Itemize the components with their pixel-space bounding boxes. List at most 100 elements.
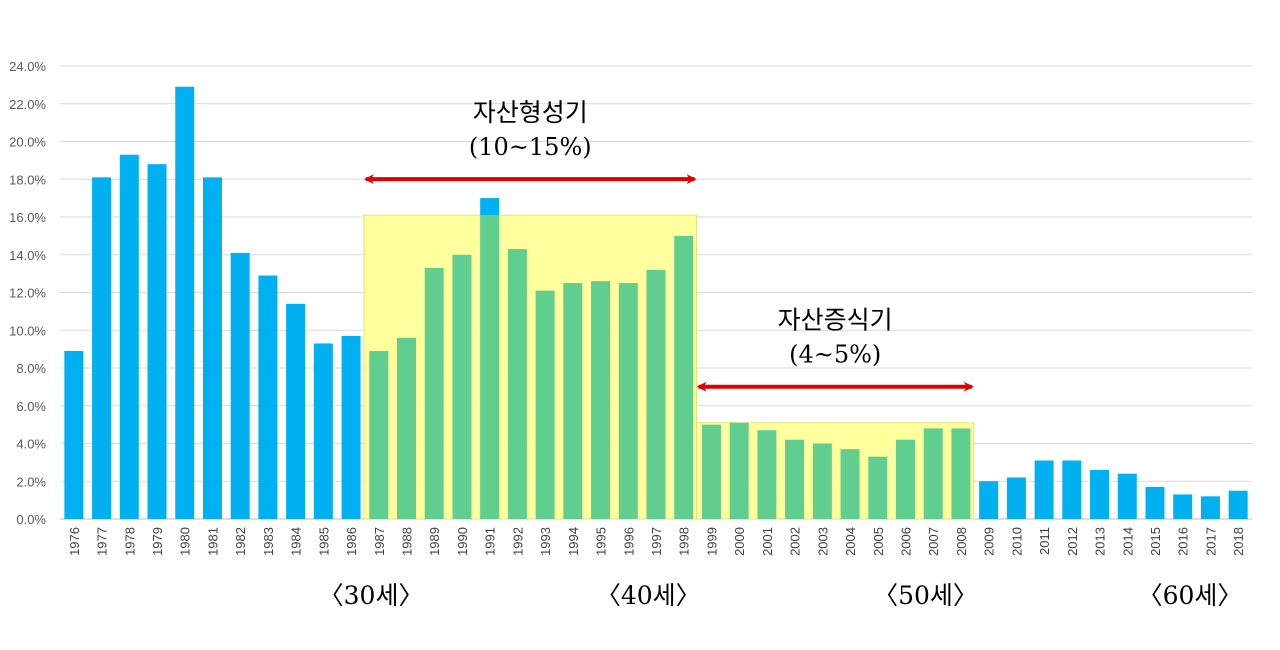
y-tick-label: 24.0% (9, 59, 46, 74)
x-tick-label: 1999 (704, 527, 719, 556)
bar-2010 (1006, 477, 1026, 519)
x-tick-label: 1985 (316, 527, 331, 556)
x-tick-label: 2003 (815, 527, 830, 556)
x-tick-label: 1981 (205, 527, 220, 556)
annotations: 자산형성기 (10~15%) 자산증식기 (4~5%) (363, 98, 974, 392)
x-tick-label: 1995 (594, 527, 609, 556)
x-tick-label: 2014 (1120, 527, 1135, 556)
age-marker: 〈40세〉 (596, 581, 701, 610)
x-tick-label: 1986 (344, 527, 359, 556)
age-marker: 〈30세〉 (319, 581, 424, 610)
y-tick-label: 10.0% (9, 323, 46, 338)
x-tick-label: 2011 (1037, 527, 1052, 555)
bar-2009 (979, 481, 999, 519)
age-marker: 〈60세〉 (1138, 581, 1243, 610)
bar-1991-top (480, 198, 500, 216)
x-tick-label: 1989 (427, 527, 442, 556)
bar-2011 (1034, 460, 1054, 519)
bar-2006 (895, 439, 915, 519)
bar-1989 (424, 267, 444, 519)
x-tick-label: 1990 (455, 527, 470, 556)
x-tick-label: 2008 (954, 527, 969, 556)
x-tick-label: 2001 (760, 527, 775, 556)
y-tick-label: 8.0% (16, 361, 46, 376)
x-tick-label: 2002 (788, 527, 803, 556)
x-axis: 1976 1977 1978 1979 1980 1981 1982 1983 1984 1985… (67, 527, 1246, 556)
bar-1998 (674, 235, 694, 519)
bars (64, 86, 1248, 520)
bar-1987 (369, 351, 389, 519)
bar-2014 (1117, 473, 1137, 519)
x-tick-label: 1998 (677, 527, 692, 556)
bar-1997 (646, 269, 666, 519)
x-tick-label: 2009 (982, 527, 997, 556)
x-tick-label: 1976 (67, 527, 82, 556)
y-tick-label: 16.0% (9, 210, 46, 225)
bar-1996 (618, 283, 638, 519)
bar-1999 (701, 424, 721, 519)
bar-1994 (563, 283, 583, 519)
asset-growth-range: (4~5%) (789, 341, 881, 369)
y-tick-label: 18.0% (9, 172, 46, 187)
y-tick-label: 20.0% (9, 135, 46, 150)
bar-1984 (286, 303, 306, 519)
x-tick-label: 1978 (122, 527, 137, 556)
bar-2000 (729, 422, 749, 519)
x-tick-label: 1983 (261, 527, 276, 556)
bar-1977 (92, 177, 112, 520)
x-tick-label: 2016 (1176, 527, 1191, 556)
x-tick-label: 1984 (289, 527, 304, 556)
bar-1978 (119, 154, 139, 519)
bar-2016 (1173, 494, 1193, 519)
x-tick-label: 2000 (732, 527, 747, 556)
x-tick-label: 2018 (1231, 527, 1246, 556)
y-tick-label: 14.0% (9, 248, 46, 263)
bar-1976 (64, 351, 84, 519)
bar-2005 (868, 456, 888, 519)
bar-1992 (507, 249, 527, 519)
x-tick-label: 2013 (1093, 527, 1108, 556)
x-tick-label: 1996 (621, 527, 636, 556)
y-axis: 0.0% 2.0% 4.0% 6.0% 8.0% 10.0% 12.0% 14.0% 16.0%… (9, 59, 46, 527)
bar-1990 (452, 254, 472, 519)
bar-1985 (313, 343, 333, 519)
bar-1991 (480, 215, 500, 520)
bar-1982 (230, 252, 250, 520)
bar-2007 (923, 428, 943, 519)
x-tick-label: 1992 (510, 527, 525, 556)
asset-formation-title: 자산형성기 (473, 98, 588, 127)
bar-2001 (757, 430, 777, 519)
x-tick-label: 1979 (150, 527, 165, 556)
x-tick-label: 2017 (1203, 527, 1218, 556)
bar-2017 (1200, 496, 1220, 519)
x-tick-label: 1997 (649, 527, 664, 556)
x-tick-label: 1993 (538, 527, 553, 556)
age-markers: 〈30세〉 〈40세〉 〈50세〉 〈60세〉 (319, 581, 1243, 610)
x-tick-label: 2015 (1148, 527, 1163, 556)
bar-1979 (147, 164, 167, 519)
bar-1993 (535, 290, 555, 519)
asset-growth-title: 자산증식기 (778, 306, 893, 335)
y-tick-label: 6.0% (16, 399, 46, 414)
x-tick-label: 2005 (871, 527, 886, 556)
bar-2018 (1228, 490, 1248, 519)
y-tick-label: 0.0% (16, 512, 46, 527)
y-tick-label: 12.0% (9, 286, 46, 301)
x-tick-label: 1994 (566, 527, 581, 556)
bar-2008 (951, 428, 971, 519)
bar-2003 (812, 443, 832, 519)
bar-2012 (1062, 460, 1082, 519)
asset-formation-range: (10~15%) (469, 133, 592, 161)
bar-2015 (1145, 486, 1165, 519)
age-marker: 〈50세〉 (873, 581, 978, 610)
highlight-asset-formation (363, 214, 698, 520)
bar-2013 (1090, 469, 1110, 519)
x-tick-label: 1988 (400, 527, 415, 556)
x-tick-label: 1987 (372, 527, 387, 556)
bar-1988 (397, 337, 417, 519)
bar-1995 (591, 281, 611, 519)
x-tick-label: 1980 (178, 527, 193, 556)
x-tick-label: 2004 (843, 527, 858, 556)
bar-1981 (202, 177, 222, 520)
y-tick-label: 2.0% (16, 474, 46, 489)
